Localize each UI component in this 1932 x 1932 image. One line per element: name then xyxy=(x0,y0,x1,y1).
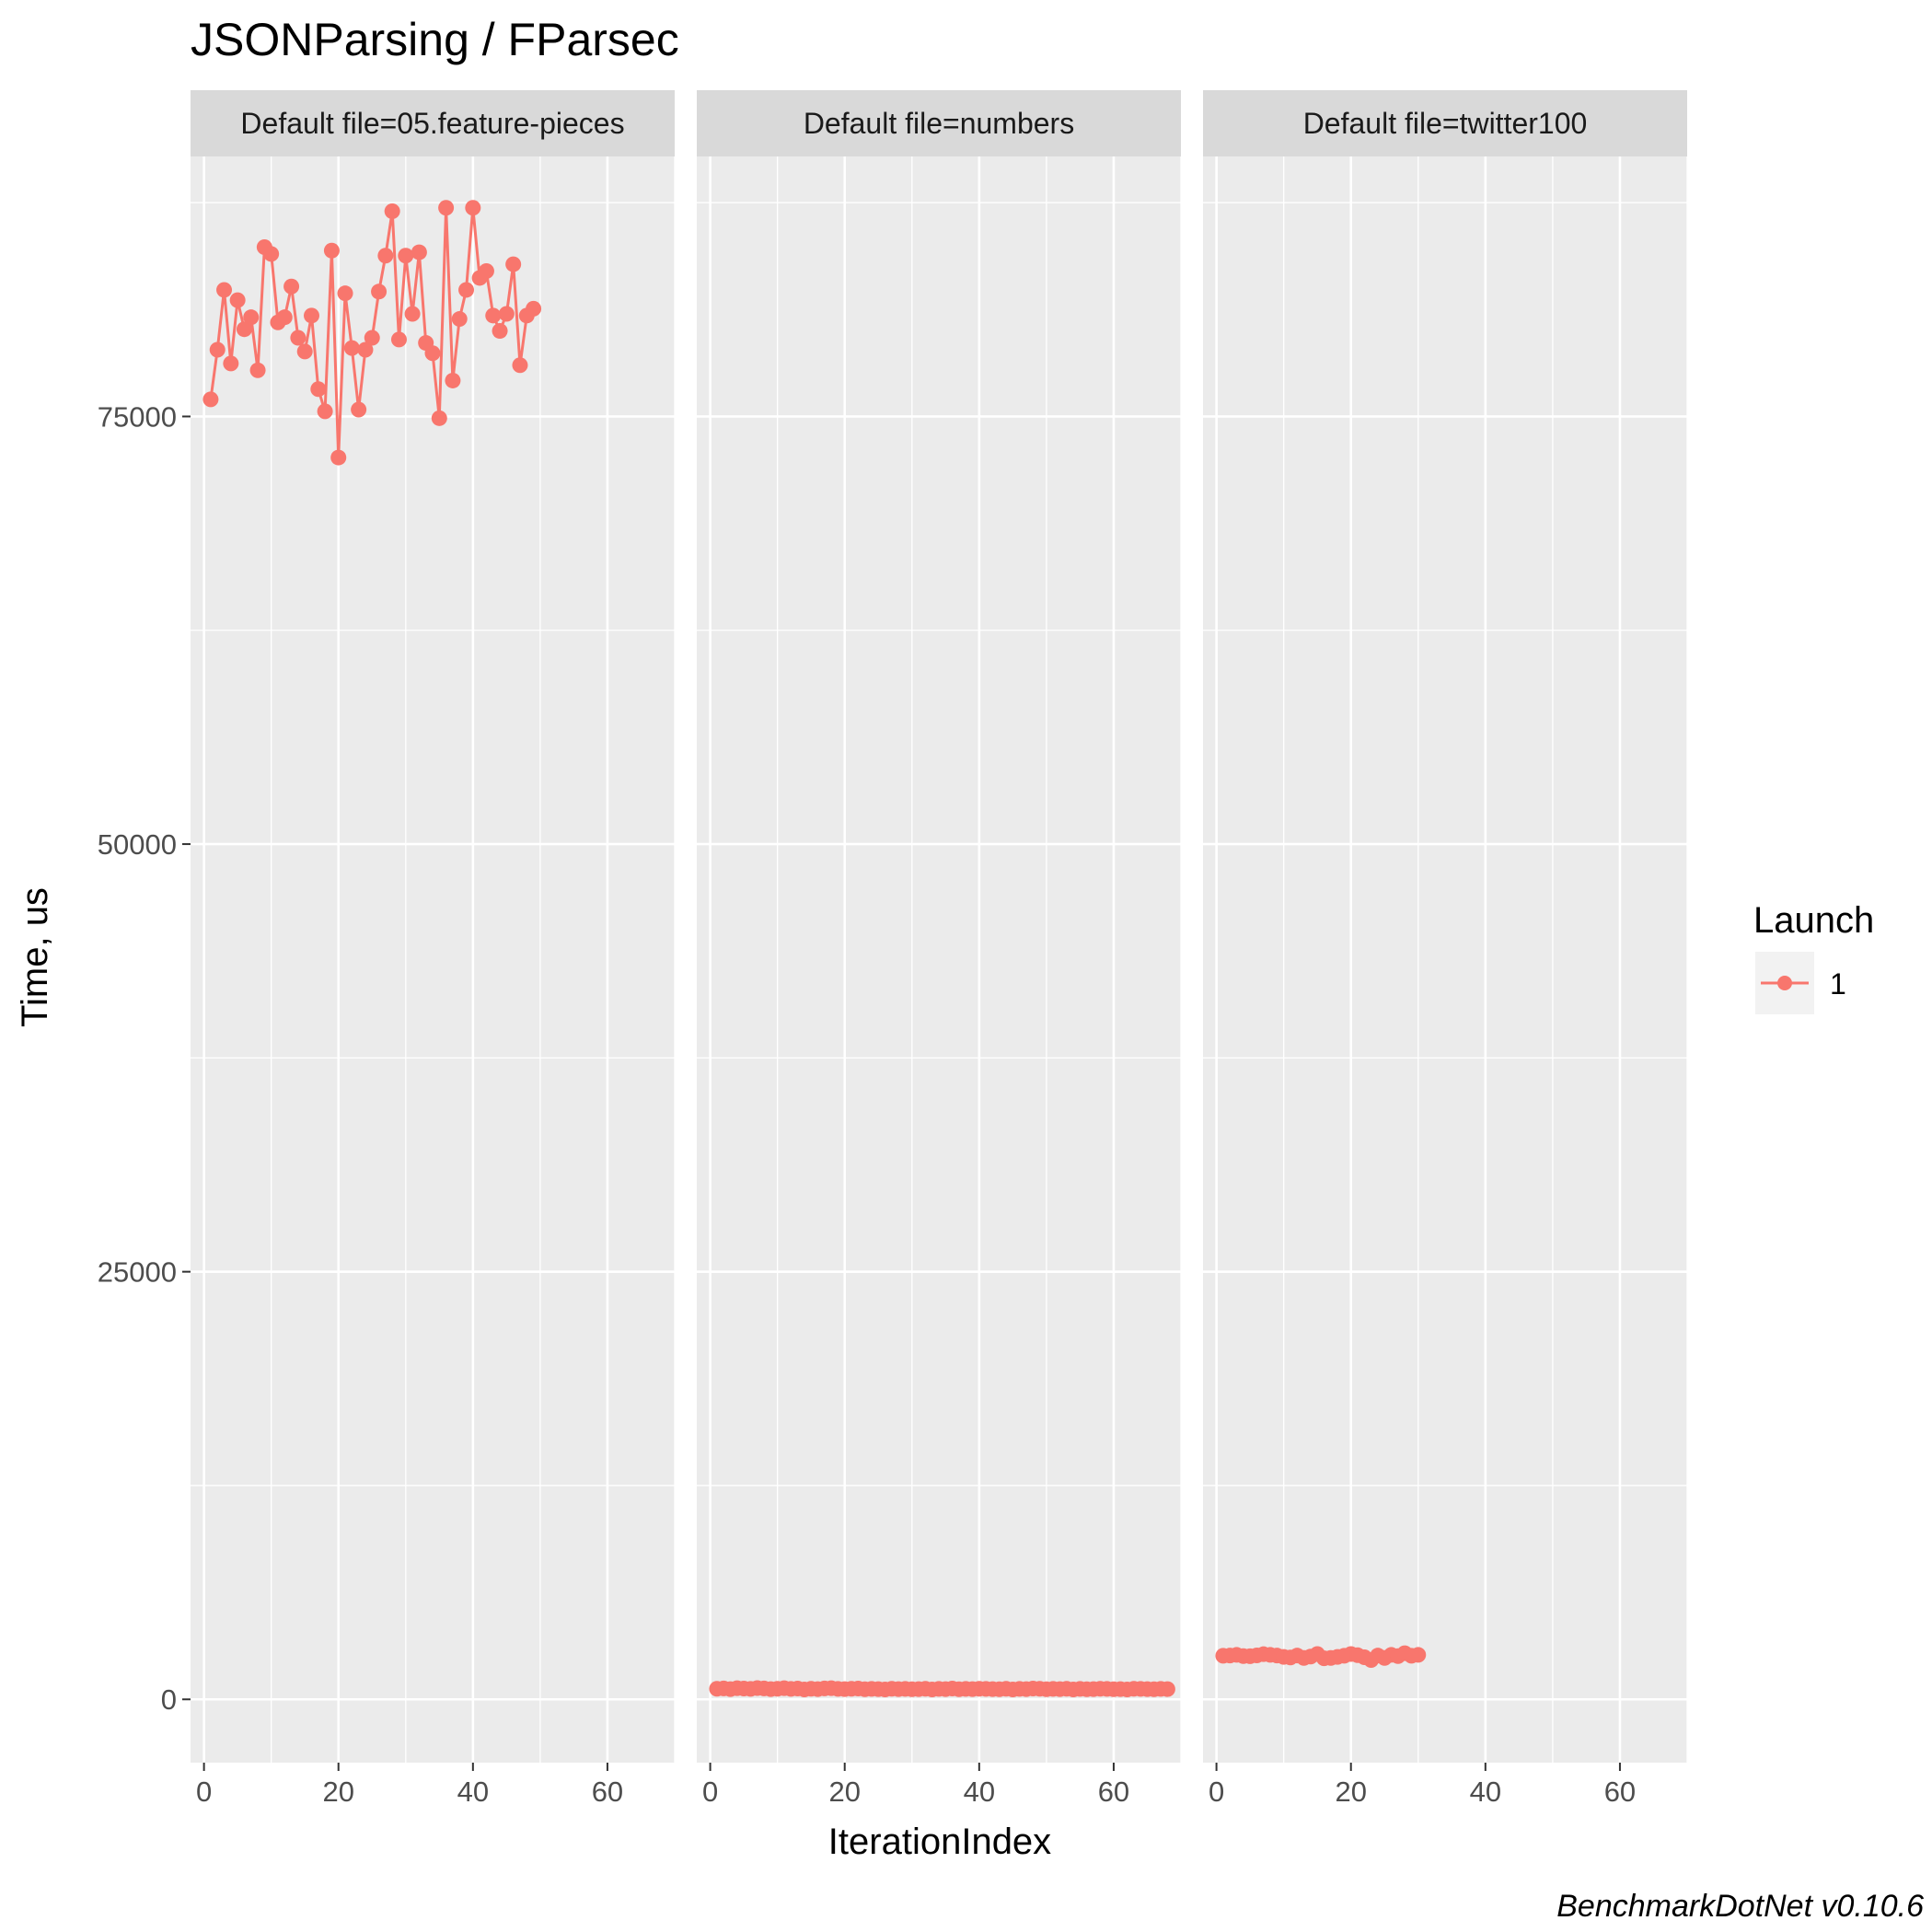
data-point xyxy=(216,282,233,298)
data-point xyxy=(526,300,542,317)
data-point xyxy=(337,285,353,302)
data-point xyxy=(445,372,461,388)
data-point xyxy=(202,391,219,408)
data-point xyxy=(505,256,522,272)
strip-label: Default file=twitter100 xyxy=(1303,107,1588,140)
data-point xyxy=(377,248,394,264)
legend-key-point xyxy=(1777,976,1792,990)
chart-title: JSONParsing / FParsec xyxy=(191,14,679,65)
x-tick-label: 40 xyxy=(964,1776,995,1808)
y-tick-label: 25000 xyxy=(98,1256,177,1289)
data-point xyxy=(451,311,468,328)
data-point xyxy=(478,263,494,280)
data-point xyxy=(485,307,502,324)
x-tick-label: 60 xyxy=(1604,1776,1636,1808)
x-tick-label: 40 xyxy=(1470,1776,1501,1808)
facet-panel-1: Default file=05.feature-pieces xyxy=(191,90,676,1763)
data-point xyxy=(310,381,327,398)
data-point xyxy=(296,343,313,360)
data-point xyxy=(371,283,388,300)
x-tick-label: 20 xyxy=(828,1776,860,1808)
data-point xyxy=(330,449,347,466)
legend: Launch 1 xyxy=(1753,900,1874,1014)
legend-label-1: 1 xyxy=(1830,967,1846,1001)
y-tick-label: 50000 xyxy=(98,828,177,861)
data-point xyxy=(209,341,226,358)
panel-background xyxy=(1203,156,1687,1763)
strip-background xyxy=(697,90,1181,156)
x-axis: 0 20 40 60 0 20 40 60 0 20 40 60 xyxy=(196,1763,1636,1808)
x-tick-label: 60 xyxy=(1098,1776,1129,1808)
data-point xyxy=(492,323,508,340)
data-point xyxy=(364,330,380,346)
data-point xyxy=(390,331,407,348)
strip-label: Default file=numbers xyxy=(804,107,1074,140)
facet-panel-3: Default file=twitter100 xyxy=(1203,90,1688,1763)
data-point xyxy=(424,345,441,362)
x-tick-label: 40 xyxy=(457,1776,489,1808)
panel-background xyxy=(191,156,675,1763)
data-point xyxy=(1410,1647,1427,1663)
data-point xyxy=(290,330,307,346)
data-point xyxy=(317,403,333,420)
chart-caption: BenchmarkDotNet v0.10.6 xyxy=(1556,1889,1924,1924)
data-point xyxy=(458,282,475,298)
strip-background xyxy=(1203,90,1687,156)
data-point xyxy=(243,309,260,326)
x-tick-label: 60 xyxy=(592,1776,623,1808)
data-point xyxy=(276,309,293,326)
data-point xyxy=(398,248,414,264)
x-tick-label: 0 xyxy=(1209,1776,1224,1808)
data-point xyxy=(384,202,400,219)
data-point xyxy=(411,244,427,260)
x-tick-label: 20 xyxy=(322,1776,353,1808)
y-tick-label: 0 xyxy=(161,1683,177,1716)
panel-background xyxy=(697,156,1181,1763)
data-point xyxy=(438,200,455,216)
facet-panel-2: Default file=numbers xyxy=(697,90,1182,1763)
strip-label: Default file=05.feature-pieces xyxy=(240,107,624,140)
data-point xyxy=(229,292,246,308)
x-axis-title: IterationIndex xyxy=(828,1822,1051,1862)
data-point xyxy=(283,278,300,295)
data-point xyxy=(357,341,374,358)
data-point xyxy=(498,306,515,322)
x-tick-label: 0 xyxy=(702,1776,718,1808)
data-point xyxy=(431,410,447,426)
data-point xyxy=(223,355,239,372)
data-point xyxy=(304,307,319,324)
data-point xyxy=(465,200,481,216)
x-tick-label: 20 xyxy=(1335,1776,1366,1808)
data-point xyxy=(249,362,266,378)
legend-title: Launch xyxy=(1753,900,1874,941)
data-point xyxy=(323,242,340,259)
data-point xyxy=(343,340,360,356)
y-axis-title: Time, us xyxy=(15,887,55,1027)
data-point xyxy=(512,357,528,374)
strip-background xyxy=(191,90,675,156)
x-tick-label: 0 xyxy=(196,1776,212,1808)
facet-panels: Default file=05.feature-pieces Default fi… xyxy=(191,90,1688,1763)
data-point xyxy=(351,401,367,418)
y-axis: 0 25000 50000 75000 xyxy=(98,400,191,1716)
data-point xyxy=(236,321,252,338)
data-point xyxy=(1159,1681,1175,1697)
data-point xyxy=(404,306,421,322)
y-tick-label: 75000 xyxy=(98,400,177,433)
data-point xyxy=(263,246,280,262)
